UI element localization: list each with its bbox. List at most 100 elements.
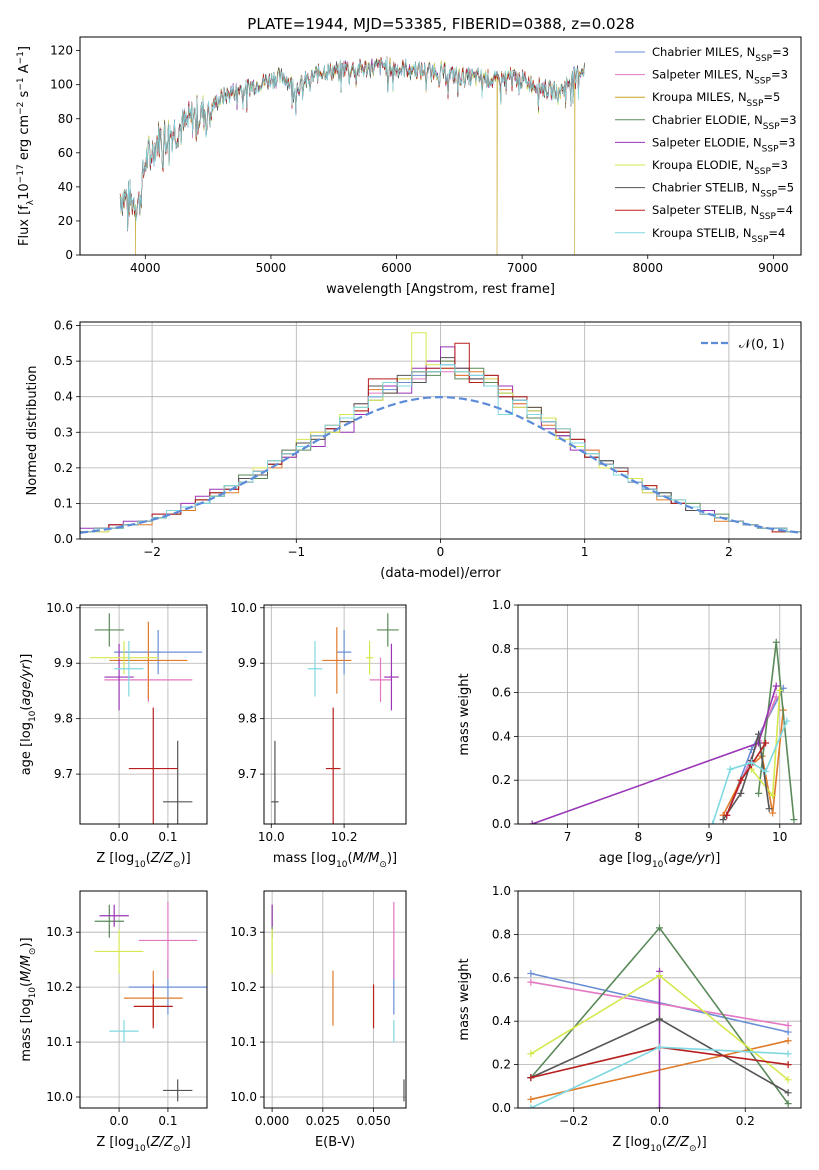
spectrum-line xyxy=(119,58,585,229)
x-tick-label: 4000 xyxy=(130,261,161,275)
x-axis-label: Z [log10(Z/Z⊙)] xyxy=(612,1135,706,1154)
x-axis-label: Z [log10(Z/Z⊙)] xyxy=(96,1135,190,1154)
plot-area xyxy=(271,613,399,824)
x-tick-label: 10.2 xyxy=(331,830,358,844)
axes-frame xyxy=(79,321,802,540)
y-tick-label: 80 xyxy=(58,112,73,126)
x-tick-label: 5000 xyxy=(256,261,287,275)
errorbar-point xyxy=(109,621,188,700)
y-tick-label: 0.0 xyxy=(492,1101,511,1115)
y-tick-label: 9.7 xyxy=(238,767,257,781)
y-tick-label: 9.9 xyxy=(238,656,257,670)
spectrum-line xyxy=(119,57,585,231)
x-tick-label: 6000 xyxy=(381,261,412,275)
y-tick-label: 0.2 xyxy=(492,1058,511,1072)
weight-marker xyxy=(737,789,745,797)
spectrum-line xyxy=(119,58,585,232)
weight-marker xyxy=(784,1028,792,1036)
panel-residuals: −2 −1 0 1 2 0.0 0.1 0.2 0.3 0.4 0.5 0.6 (data-model)… xyxy=(25,319,802,581)
y-tick-label: 0.1 xyxy=(54,496,73,510)
errorbar-point xyxy=(163,1079,193,1102)
x-tick-label: 9000 xyxy=(758,261,789,275)
y-tick-label: 10.3 xyxy=(46,925,73,939)
y-tick-label: 10.0 xyxy=(46,1090,73,1104)
y-tick-label: 10.0 xyxy=(230,1090,257,1104)
spectrum-line xyxy=(119,57,585,228)
y-tick-label: 0.8 xyxy=(492,642,511,656)
weight-marker xyxy=(527,978,535,986)
panel-z-weight: −0.2 0.0 0.2 0.0 0.2 0.4 0.6 0.8 1.0 Z [log10(Z/Z… xyxy=(457,884,802,1154)
legend-entry: Salpeter ELODIE, NSSP=3 xyxy=(652,135,795,154)
weight-marker xyxy=(726,765,734,773)
weight-marker xyxy=(656,972,663,980)
errorbar-point xyxy=(109,1020,139,1043)
legend-entry: Kroupa ELODIE, NSSP=3 xyxy=(652,158,788,177)
weight-marker xyxy=(747,759,755,767)
y-tick-label: 0.6 xyxy=(492,971,511,985)
y-tick-label: 0.6 xyxy=(54,319,73,333)
x-axis-label: Z [log10(Z/Z⊙)] xyxy=(96,851,190,870)
axes-frame xyxy=(263,890,407,1109)
y-tick-label: 0 xyxy=(65,248,73,262)
y-tick-label: 0.0 xyxy=(492,817,511,831)
plot-area xyxy=(271,901,405,1102)
errorbar-point xyxy=(376,613,399,647)
y-tick-label: 0.8 xyxy=(492,927,511,941)
weight-marker xyxy=(755,789,763,797)
axes-frame xyxy=(517,604,802,825)
y-axis-label: mass weight xyxy=(457,673,472,755)
weight-marker xyxy=(762,767,770,775)
weight-marker xyxy=(772,682,780,690)
legend-entry: 𝒩(0, 1) xyxy=(739,336,785,351)
plot-area xyxy=(94,901,207,1102)
legend-entry: Chabrier MILES, NSSP=3 xyxy=(652,45,789,64)
x-tick-label: 0.2 xyxy=(736,1114,755,1128)
y-tick-label: 0.0 xyxy=(54,532,73,546)
y-tick-label: 0.6 xyxy=(492,686,511,700)
weight-marker xyxy=(776,686,784,694)
axes-frame xyxy=(79,604,208,825)
y-tick-label: 10.0 xyxy=(46,601,73,615)
x-tick-label: 1 xyxy=(581,545,589,559)
y-tick-label: 120 xyxy=(50,44,73,58)
y-tick-label: 1.0 xyxy=(492,884,511,898)
errorbar-point xyxy=(138,901,198,979)
weight-marker xyxy=(528,820,536,824)
y-tick-label: 9.8 xyxy=(54,712,73,726)
errorbar-point xyxy=(322,627,352,694)
weight-marker xyxy=(784,1050,792,1058)
weight-marker xyxy=(527,969,535,977)
errorbar-point xyxy=(94,613,124,647)
x-tick-label: 8000 xyxy=(632,261,663,275)
x-axis-label: (data-model)/error xyxy=(380,566,501,581)
weight-marker xyxy=(755,730,763,738)
x-tick-label: 0.0 xyxy=(110,830,129,844)
spectrum-line xyxy=(119,57,585,230)
y-tick-label: 10.0 xyxy=(230,601,257,615)
panel-z-age: 0.0 0.1 9.7 9.8 9.9 10.0 Z [log10(Z/Z⊙)] age [l… xyxy=(19,601,208,870)
weight-marker xyxy=(765,805,773,813)
x-tick-label: −1 xyxy=(287,545,305,559)
weight-marker xyxy=(784,1076,792,1084)
y-tick-label: 40 xyxy=(58,180,73,194)
panel-mass-age: 10.0 10.2 9.7 9.8 9.9 10.0 mass [log10(M/M⊙)] xyxy=(230,601,407,870)
x-tick-label: 0.1 xyxy=(158,830,177,844)
weight-marker xyxy=(784,1022,792,1030)
legend-entry: Salpeter MILES, NSSP=3 xyxy=(652,68,788,87)
errorbar-point xyxy=(369,657,392,703)
y-tick-label: 0.3 xyxy=(54,425,73,439)
x-tick-label: 0.000 xyxy=(255,1114,289,1128)
weight-marker xyxy=(769,792,777,800)
weight-marker xyxy=(784,1100,792,1108)
weight-marker xyxy=(656,1043,663,1051)
x-axis-label: age [log10(age/yr)] xyxy=(599,851,721,870)
errorbar-point xyxy=(336,629,352,675)
panel-ebv-mass: 0.000 0.025 0.050 10.0 10.1 10.2 10.3 E(B-V) xyxy=(230,890,407,1150)
weight-marker xyxy=(783,717,791,725)
y-tick-label: 10.1 xyxy=(230,1035,257,1049)
weight-marker xyxy=(527,1104,535,1108)
weight-line xyxy=(531,685,777,824)
figure-title: PLATE=1944, MJD=53385, FIBERID=0388, z=0… xyxy=(247,15,634,33)
x-tick-label: 0.025 xyxy=(306,1114,340,1128)
